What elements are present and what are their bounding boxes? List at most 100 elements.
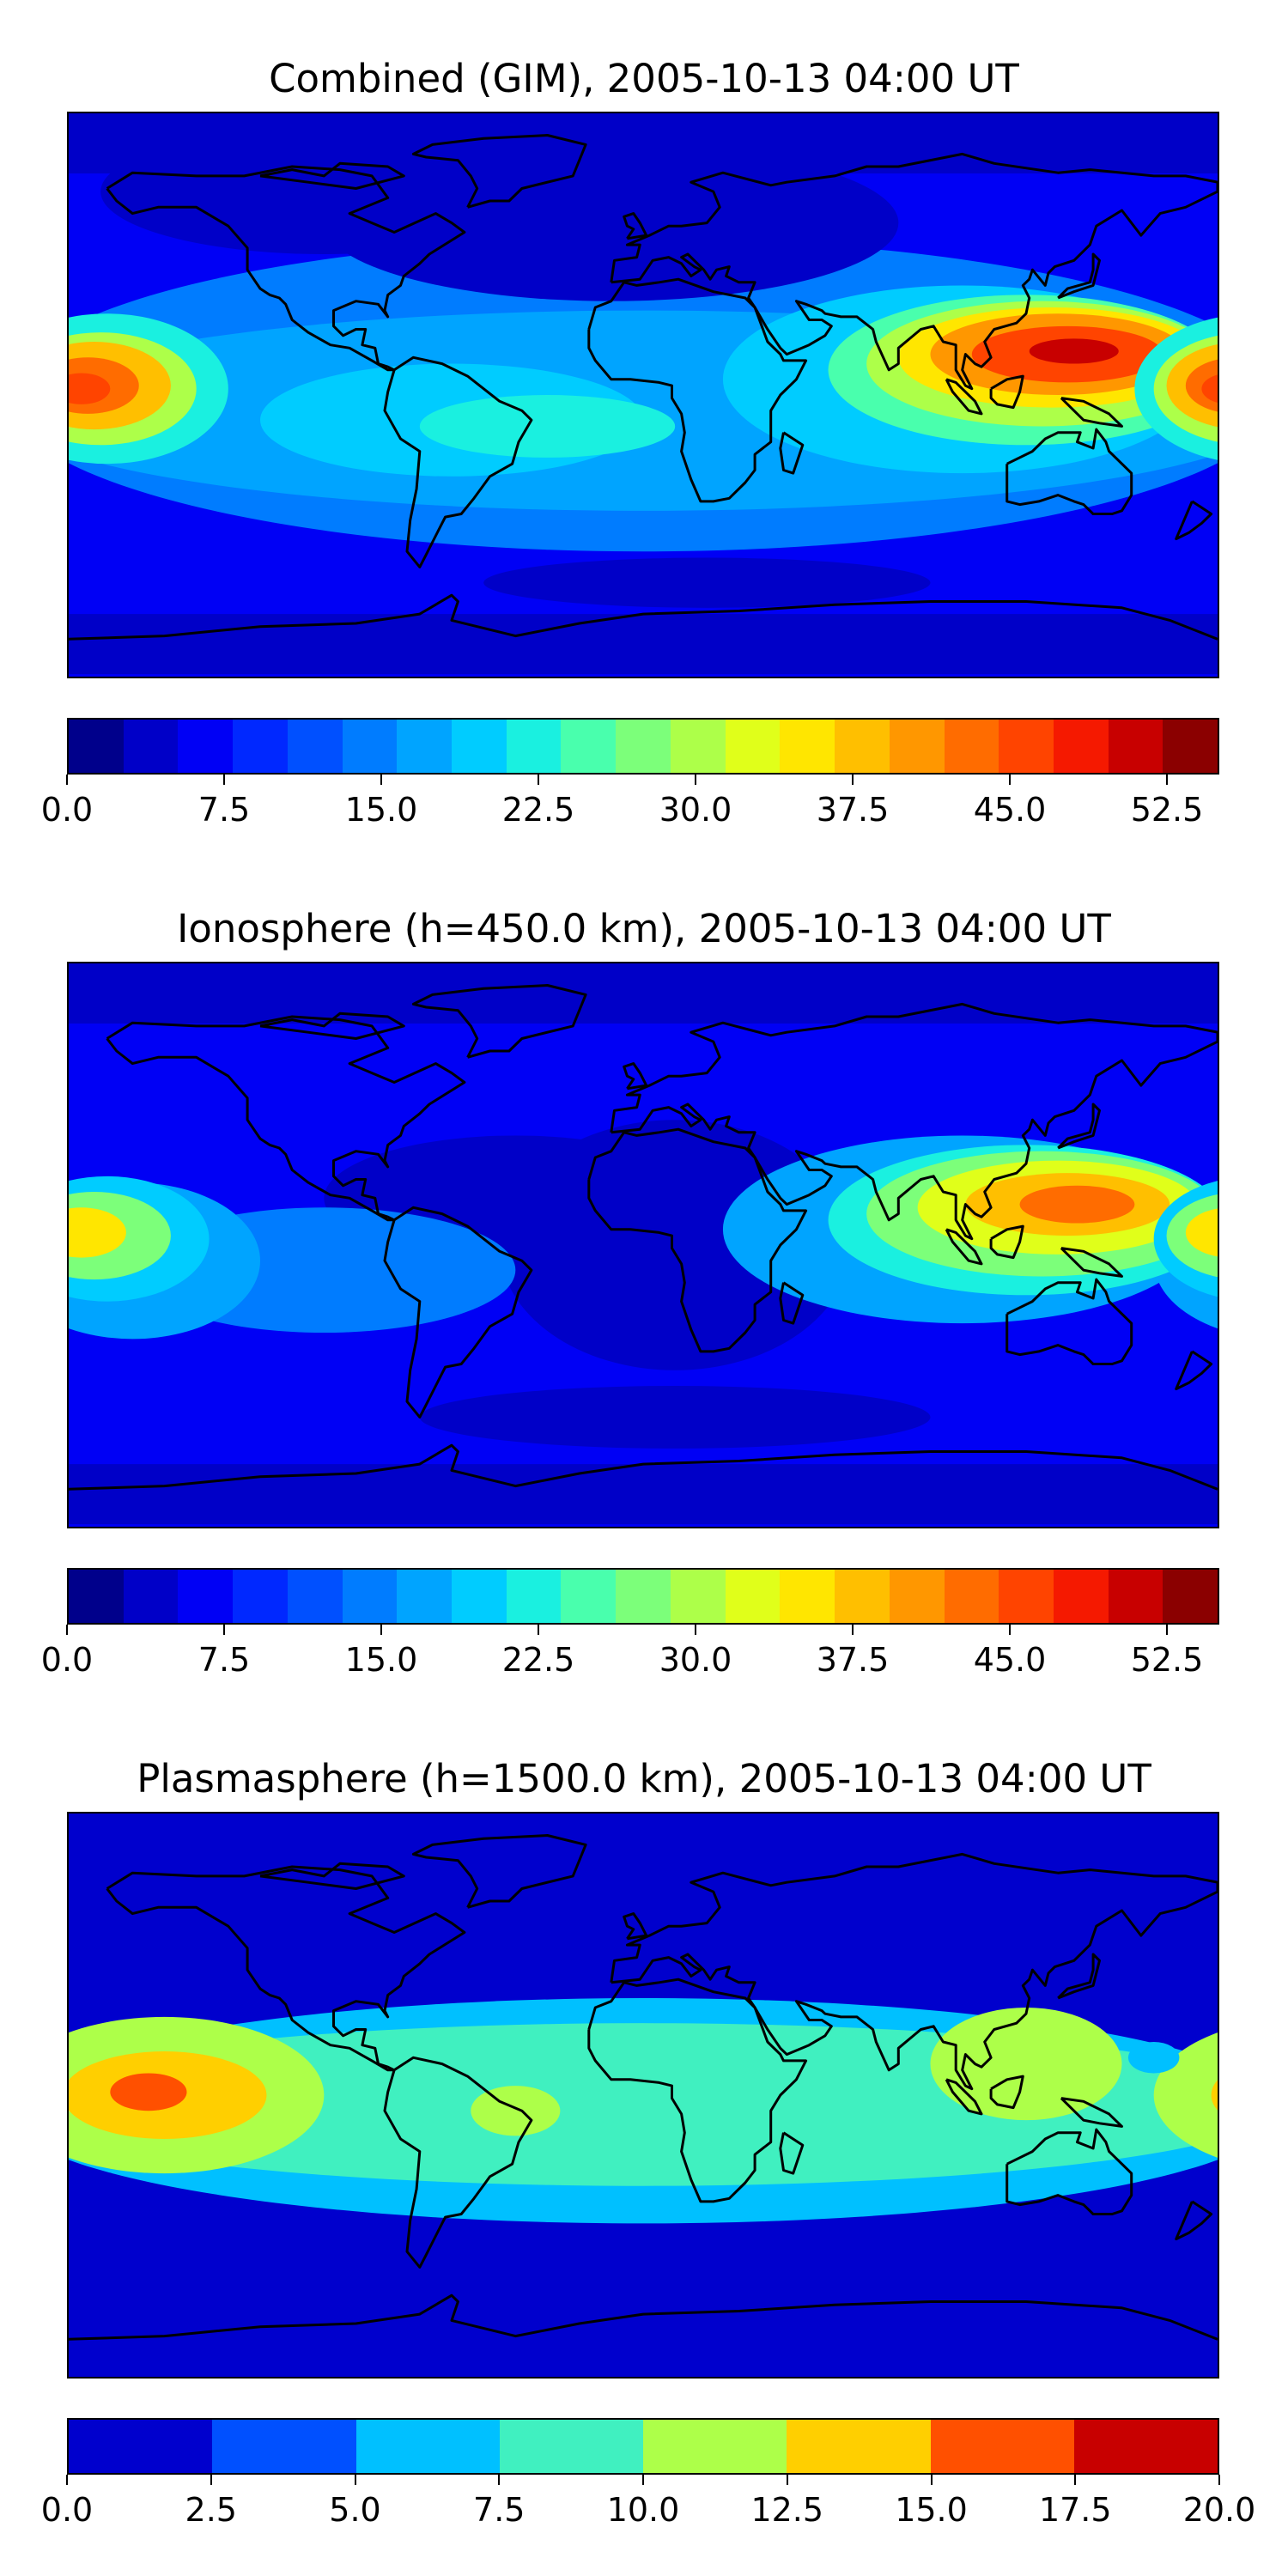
contour-region bbox=[69, 1207, 126, 1258]
colorbar-segment bbox=[787, 2420, 931, 2473]
colorbar-segment bbox=[355, 2420, 500, 2473]
tick-label: 30.0 bbox=[659, 1641, 732, 1679]
coastline bbox=[1057, 1103, 1101, 1150]
tick-mark bbox=[538, 1625, 539, 1635]
map-svg bbox=[69, 1814, 1218, 2377]
colorbar-segment bbox=[178, 720, 234, 773]
tick-mark bbox=[1009, 775, 1011, 785]
tick-mark bbox=[1218, 2475, 1220, 2485]
colorbar-segment bbox=[342, 1570, 398, 1623]
colorbar bbox=[67, 718, 1219, 775]
colorbar-segment bbox=[69, 1570, 124, 1623]
colorbar-segment bbox=[123, 720, 179, 773]
map-plot-area bbox=[67, 962, 1219, 1528]
contour-region bbox=[110, 2073, 187, 2111]
tick-label: 22.5 bbox=[501, 1641, 575, 1679]
tick-label: 10.0 bbox=[606, 2491, 680, 2529]
tick-mark bbox=[66, 1625, 68, 1635]
coastline bbox=[69, 593, 1218, 641]
colorbar-segment bbox=[944, 1570, 999, 1623]
colorbar-ticks: 0.0 2.5 5.0 7.5 10.0 12.5 15.0 17.5 20.0 bbox=[41, 2475, 1255, 2529]
tick-mark bbox=[380, 775, 382, 785]
coastline bbox=[259, 1862, 405, 1890]
tick-label: 52.5 bbox=[1130, 1641, 1204, 1679]
coastline bbox=[1060, 1247, 1123, 1278]
tick-mark bbox=[786, 2475, 788, 2485]
contour-region bbox=[1201, 374, 1218, 404]
tick-label: 7.5 bbox=[197, 791, 251, 829]
coastline bbox=[69, 1443, 1218, 1491]
coastline bbox=[69, 2293, 1218, 2341]
tick-label: 37.5 bbox=[816, 1641, 890, 1679]
coastline bbox=[259, 161, 405, 190]
contour-band bbox=[69, 963, 1218, 1024]
coastline bbox=[1175, 2200, 1213, 2241]
contour-region bbox=[1029, 338, 1119, 364]
colorbar-segment bbox=[1163, 720, 1218, 773]
tick-mark bbox=[380, 1625, 382, 1635]
tick-mark bbox=[1074, 2475, 1077, 2485]
tick-mark bbox=[852, 1625, 854, 1635]
contour-region bbox=[471, 2086, 561, 2136]
colorbar-segment bbox=[889, 720, 945, 773]
tick-label: 22.5 bbox=[501, 791, 575, 829]
tick-mark bbox=[210, 2475, 212, 2485]
colorbar-segment bbox=[835, 720, 890, 773]
contour-region bbox=[419, 395, 676, 458]
tick-label: 0.0 bbox=[40, 2491, 94, 2529]
tick-label: 37.5 bbox=[816, 791, 890, 829]
colorbar-segment bbox=[287, 720, 343, 773]
coastline bbox=[623, 212, 648, 240]
colorbar-segment bbox=[452, 1570, 507, 1623]
tick-label: 15.0 bbox=[344, 1641, 418, 1679]
colorbar-segment bbox=[725, 720, 781, 773]
coastline bbox=[1175, 1350, 1213, 1391]
contour-region bbox=[1019, 1185, 1135, 1224]
map-svg bbox=[69, 963, 1218, 1527]
coastline bbox=[779, 1281, 805, 1325]
coastline bbox=[587, 277, 808, 503]
colorbar-segment bbox=[835, 1570, 890, 1623]
coastline bbox=[1057, 1953, 1101, 2000]
contour-region bbox=[1211, 2080, 1218, 2111]
contour-region bbox=[1185, 1208, 1218, 1257]
colorbar-segment bbox=[233, 1570, 288, 1623]
coastline bbox=[623, 1912, 648, 1941]
colorbar-segment bbox=[561, 1570, 617, 1623]
tick-label: 2.5 bbox=[185, 2491, 237, 2529]
coastline bbox=[106, 1865, 466, 2072]
coastline bbox=[779, 431, 805, 475]
coastline bbox=[610, 1852, 1218, 2091]
coastline bbox=[411, 134, 587, 209]
coastline bbox=[1060, 2097, 1123, 2128]
contour-region bbox=[483, 557, 931, 608]
colorbar-segment bbox=[178, 1570, 234, 1623]
coastline bbox=[1175, 500, 1213, 541]
colorbar-ticks: 0.0 7.5 15.0 22.5 30.0 37.5 45.0 52.5 bbox=[41, 775, 1219, 829]
colorbar-segment bbox=[944, 720, 999, 773]
coastline bbox=[945, 378, 983, 416]
map-plot-area bbox=[67, 1812, 1219, 2379]
coastline bbox=[1005, 2128, 1133, 2215]
tick-label: 52.5 bbox=[1130, 791, 1204, 829]
coastline bbox=[383, 1206, 533, 1419]
tick-mark bbox=[223, 1625, 225, 1635]
coastline bbox=[779, 2131, 805, 2175]
tick-mark bbox=[66, 775, 68, 785]
colorbar-segment bbox=[397, 1570, 453, 1623]
colorbar-segment bbox=[999, 720, 1054, 773]
colorbar-segment bbox=[212, 2420, 356, 2473]
colorbar-segment bbox=[287, 1570, 343, 1623]
colorbar-ticks: 0.0 7.5 15.0 22.5 30.0 37.5 45.0 52.5 bbox=[41, 1625, 1219, 1679]
contour-region bbox=[69, 373, 111, 404]
tick-label: 17.5 bbox=[1038, 2491, 1112, 2529]
colorbar-segment bbox=[123, 1570, 179, 1623]
contour-region bbox=[930, 2007, 1122, 2121]
colorbar-segment bbox=[397, 720, 453, 773]
colorbar-segment bbox=[506, 1570, 562, 1623]
colorbar-segment bbox=[670, 1570, 726, 1623]
coastline bbox=[587, 1127, 808, 1353]
coastline bbox=[989, 374, 1024, 410]
coastline bbox=[945, 1228, 983, 1266]
coastline bbox=[411, 984, 587, 1059]
